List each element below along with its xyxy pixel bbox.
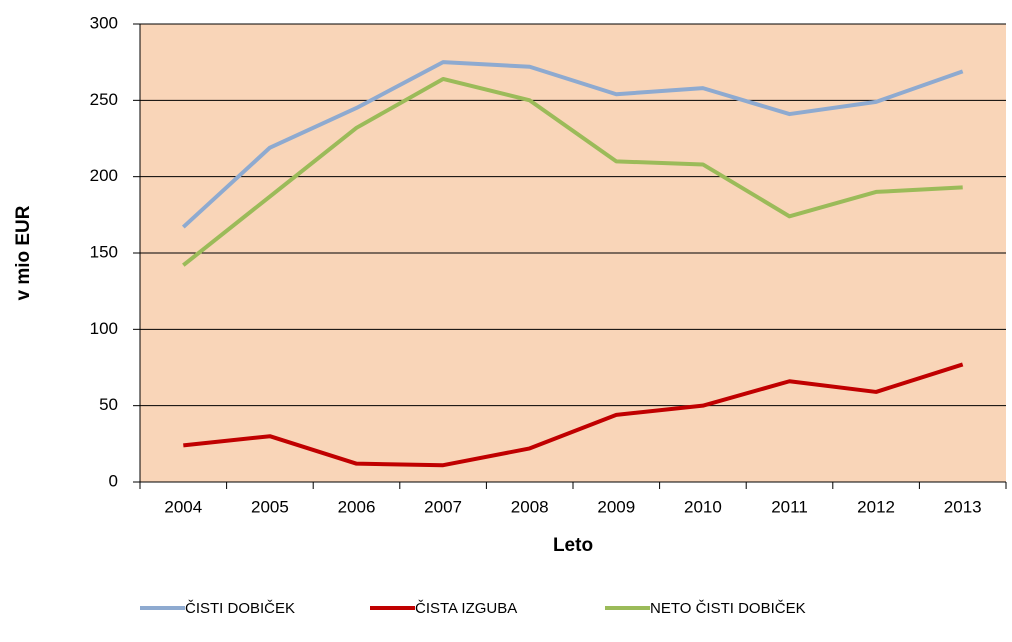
legend-label: ČISTI DOBIČEK [185,600,295,617]
x-tick-label: 2006 [338,497,376,516]
y-tick-label: 50 [99,395,118,414]
y-axis-title: v mio EUR [13,205,34,300]
y-tick-label: 100 [90,319,118,338]
x-tick-label: 2012 [857,497,895,516]
x-tick-label: 2009 [597,497,635,516]
x-tick-label: 2007 [424,497,462,516]
series-line [181,60,964,229]
x-tick-label: 2005 [251,497,289,516]
x-tick-label: 2004 [164,497,202,516]
y-tick-label: 0 [109,471,118,490]
x-tick-label: 2013 [944,497,982,516]
y-tick-label: 150 [90,242,118,261]
y-tick-label: 200 [90,166,118,185]
series-line [183,362,964,468]
series-line [182,76,963,267]
y-tick-label: 250 [90,90,118,109]
legend-label: ČISTA IZGUBA [415,600,517,617]
x-tick-label: 2011 [771,497,808,516]
y-tick-label: 300 [90,13,118,32]
x-tick-label: 2008 [511,497,549,516]
legend-label: NETO ČISTI DOBIČEK [650,600,806,617]
x-tick-label: 2010 [684,497,722,516]
x-axis-title: Leto [553,535,593,556]
